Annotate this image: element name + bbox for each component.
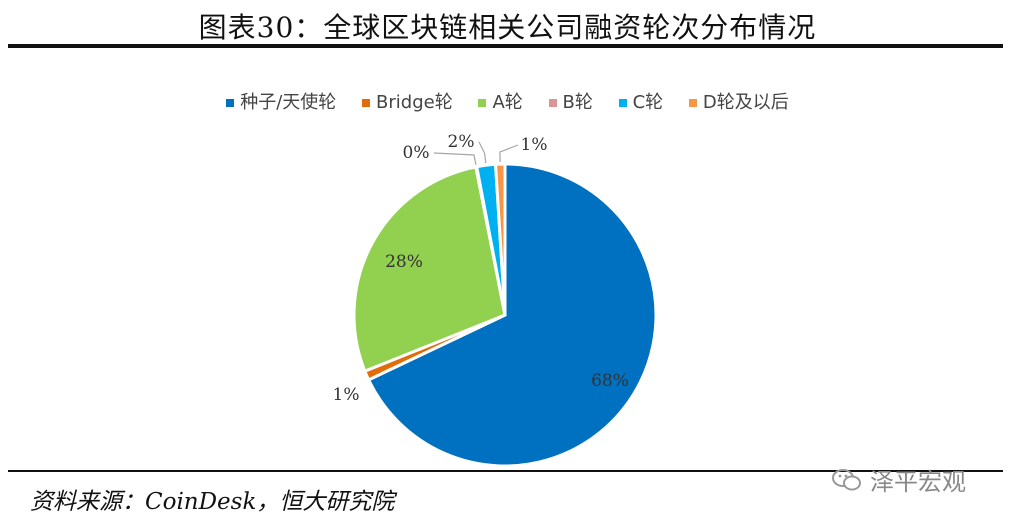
legend-item: A轮 <box>478 88 523 114</box>
title-rule <box>8 44 1003 48</box>
figure-title: 图表30：全球区块链相关公司融资轮次分布情况 <box>198 11 817 44</box>
legend-swatch <box>688 99 697 107</box>
pie-slice <box>366 162 658 468</box>
legend-label: A轮 <box>492 92 523 113</box>
legend-item: D轮及以后 <box>688 88 789 114</box>
data-label: 2% <box>448 132 475 152</box>
watermark: 泽平宏观 <box>832 462 966 498</box>
source-rule <box>8 470 1003 472</box>
legend-label: B轮 <box>562 92 593 113</box>
source-note: 资料来源：CoinDesk，恒大研究院 <box>30 489 395 515</box>
legend-label: 种子/天使轮 <box>240 92 337 113</box>
leader-line <box>499 144 519 163</box>
legend-label: Bridge轮 <box>376 92 453 113</box>
legend-item: C轮 <box>618 88 664 114</box>
legend-swatch <box>226 99 235 107</box>
legend-label: D轮及以后 <box>702 92 789 113</box>
legend-swatch <box>478 99 487 107</box>
leader-line <box>433 152 477 165</box>
legend-swatch <box>618 99 627 107</box>
watermark-text: 泽平宏观 <box>870 468 966 496</box>
data-label: 1% <box>333 385 360 405</box>
chart-legend: 种子/天使轮 Bridge轮 A轮 B轮 C轮 D轮及以后 <box>0 88 1015 114</box>
wechat-icon <box>832 468 862 498</box>
legend-item: B轮 <box>548 88 593 114</box>
leader-line <box>478 141 487 164</box>
legend-swatch <box>362 99 371 107</box>
legend-swatch <box>548 99 557 107</box>
pie-slice <box>352 165 507 374</box>
legend-item: Bridge轮 <box>362 88 453 114</box>
legend-item: 种子/天使轮 <box>226 88 336 114</box>
data-label: 28% <box>385 252 423 272</box>
data-label: 1% <box>521 135 548 155</box>
legend-label: C轮 <box>632 92 664 113</box>
data-label: 68% <box>591 371 629 391</box>
data-label: 0% <box>403 143 430 163</box>
pie-chart: 68% 1% 28% 0% 2% 1% <box>333 132 658 468</box>
pie-slice <box>493 162 507 316</box>
